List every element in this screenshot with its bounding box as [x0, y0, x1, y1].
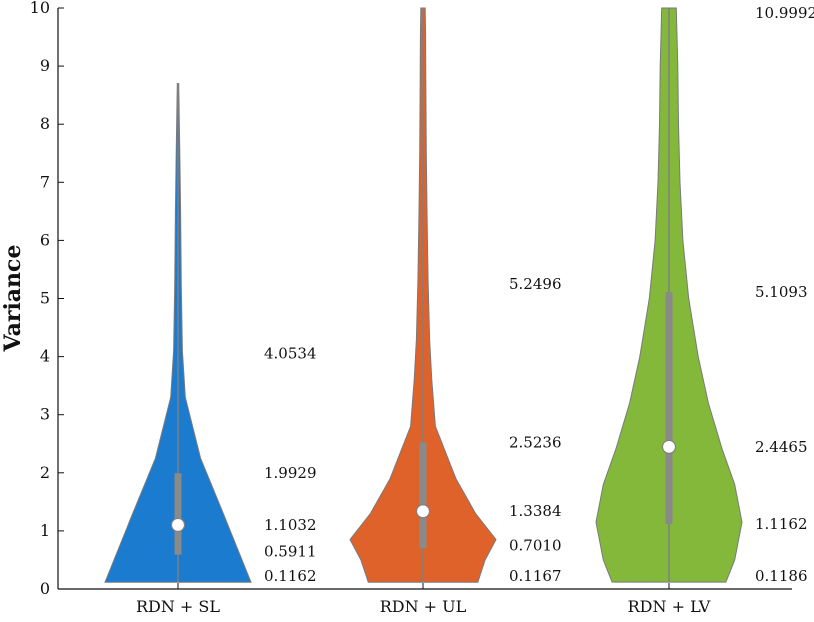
median-marker	[661, 439, 677, 454]
violins-group: 4.0534 1.9929 1.1032 0.5911 0.1162 5.2496 2.52…	[104, 4, 814, 585]
y-tick-label: 5	[40, 289, 50, 308]
y-tick-label: 9	[40, 56, 50, 75]
iqr-box	[665, 292, 673, 525]
median-label: 2.4465	[755, 438, 808, 456]
y-tick-label: 2	[40, 463, 50, 482]
min-label: 0.1186	[755, 567, 808, 585]
upper-whisker-label: 5.2496	[509, 275, 562, 293]
min-label: 0.1167	[509, 567, 562, 585]
axes-group: 0 1 2 3 4 5 6 7 8 9 10 RDN + SL RDN + UL RDN + LV	[30, 0, 792, 616]
y-tick-label: 0	[40, 579, 50, 598]
y-tick-label: 3	[40, 405, 50, 424]
q3-label: 1.9929	[264, 464, 317, 482]
median-marker	[415, 504, 431, 519]
y-tick-label: 8	[40, 114, 50, 133]
q3-label: 5.1093	[755, 283, 808, 301]
x-tick-label: RDN + SL	[136, 597, 220, 616]
y-tick-label: 4	[40, 347, 50, 366]
x-tick-label: RDN + LV	[628, 597, 711, 616]
median-label: 1.1032	[264, 516, 317, 534]
q3-label: 2.5236	[509, 433, 562, 451]
y-tick-label: 6	[40, 230, 50, 249]
iqr-box	[174, 473, 182, 555]
median-label: 1.3384	[509, 502, 562, 520]
q1-label: 0.5911	[264, 543, 317, 561]
y-tick-label: 1	[40, 521, 50, 540]
q1-label: 1.1162	[755, 515, 808, 533]
min-label: 0.1162	[264, 567, 317, 585]
median-marker	[170, 517, 186, 533]
y-axis-title: Variance	[0, 245, 26, 353]
iqr-box	[419, 442, 427, 549]
upper-whisker-label: 10.9992	[755, 4, 814, 22]
x-tick-label: RDN + UL	[380, 597, 467, 616]
upper-whisker-label: 4.0534	[264, 344, 317, 362]
y-tick-label: 7	[40, 172, 50, 191]
y-tick-label: 10	[30, 0, 50, 17]
q1-label: 0.7010	[509, 536, 562, 554]
